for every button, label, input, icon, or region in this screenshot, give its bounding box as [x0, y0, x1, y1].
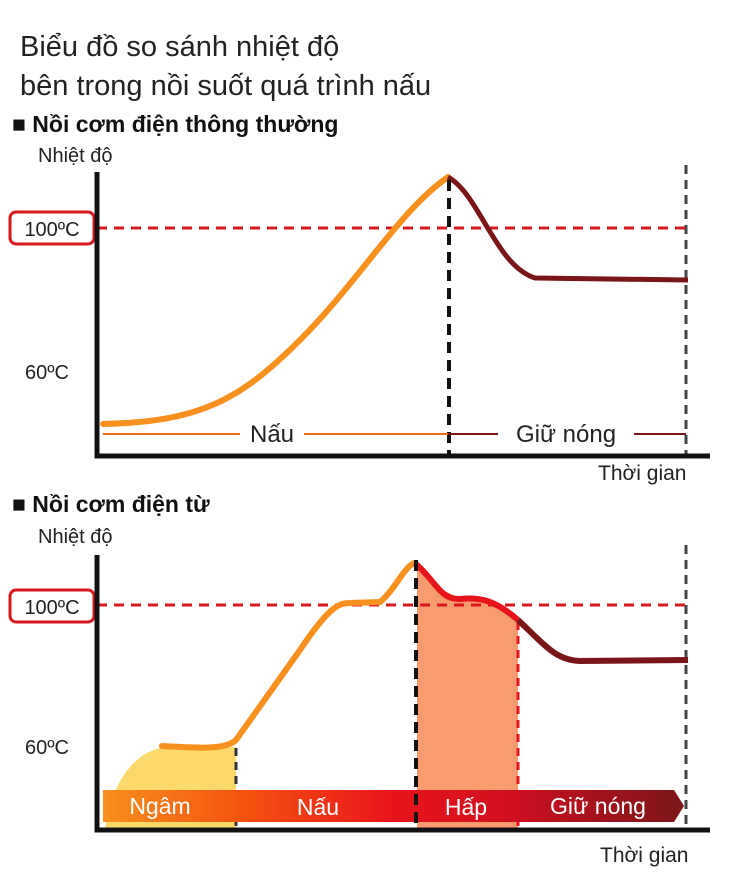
chart1-100c-label: 100ºC: [24, 219, 79, 241]
chart1-keepwarm-curve: [446, 174, 689, 283]
chart2-60c-label: 60ºC: [25, 737, 69, 759]
chart2-100c-box: [8, 588, 96, 624]
chart2-steam-fill: [417, 563, 518, 830]
chart1-x-label: Thời gian: [598, 462, 686, 485]
chart2-phase-steam: Hấp: [445, 794, 487, 820]
chart1-phase-cook: Nấu: [250, 421, 294, 448]
chart2-phase-cook: Nấu: [297, 794, 339, 820]
chart2-keepwarm-curve: [515, 617, 689, 665]
chart2-heading: ■ Nồi cơm điện từ: [12, 491, 210, 517]
chart2-x-label: Thời gian: [600, 844, 688, 867]
chart1-phase-keepwarm: Giữ nóng: [516, 421, 616, 448]
chart2-phase-band: [103, 790, 684, 822]
chart1-axes: [94, 172, 710, 459]
chart1-60c-label: 60ºC: [25, 362, 69, 384]
chart2-cooking-curve: [159, 560, 418, 751]
chart-induction: ■ Nồi cơm điện từ Nhiệt độ 100ºC 60ºC Ng…: [8, 491, 710, 867]
chart2-steam-curve: [413, 560, 520, 623]
chart2-y-label: Nhiệt độ: [38, 526, 113, 548]
chart2-axes: [94, 555, 710, 833]
chart1-y-label: Nhiệt độ: [38, 145, 113, 167]
chart2-phase-keepwarm: Giữ nóng: [550, 793, 646, 819]
chart1-cooking-curve: [100, 174, 451, 427]
title-line-1: Biểu đồ so sánh nhiệt độ: [20, 31, 339, 63]
title-line-2: bên trong nồi suốt quá trình nấu: [20, 70, 431, 102]
chart1-heading: ■ Nồi cơm điện thông thường: [12, 111, 338, 137]
chart2-phase-soak: Ngâm: [129, 793, 190, 819]
chart-conventional: ■ Nồi cơm điện thông thường Nhiệt độ 100…: [8, 111, 710, 485]
chart2-100c-label: 100ºC: [24, 597, 79, 619]
chart1-100c-box: [8, 210, 96, 246]
